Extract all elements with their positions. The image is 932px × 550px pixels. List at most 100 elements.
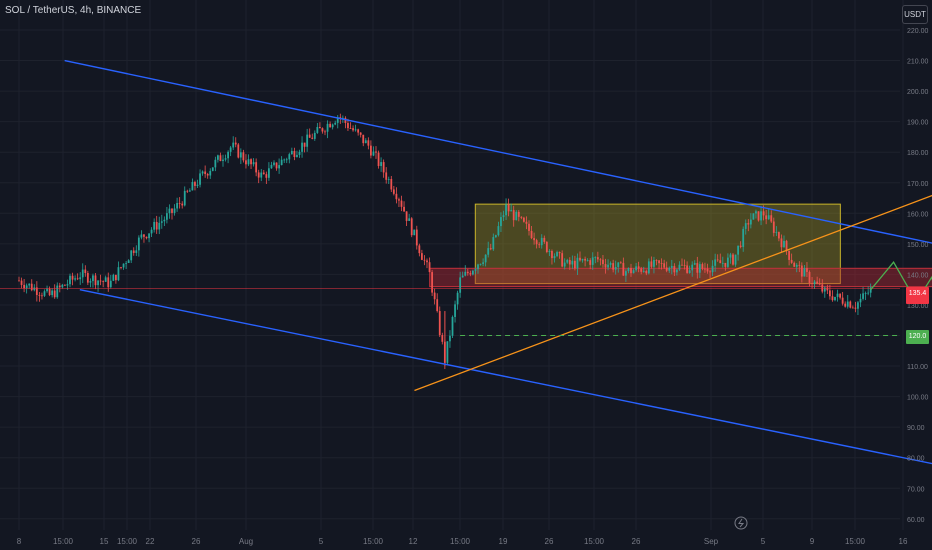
- candle-body: [252, 162, 255, 165]
- candle-body: [58, 285, 61, 288]
- candle-body: [339, 117, 342, 118]
- candle-body: [270, 164, 273, 169]
- candle-body: [222, 159, 224, 162]
- candle-body: [278, 165, 280, 169]
- candle-body: [752, 213, 755, 220]
- candle-body: [137, 237, 140, 251]
- candle-body: [56, 285, 59, 298]
- candle-body: [497, 226, 500, 236]
- candle-body: [28, 283, 31, 286]
- y-tick-label: 60.00: [907, 517, 925, 524]
- lightning-icon-ring: [734, 516, 748, 530]
- candle-body: [433, 292, 436, 300]
- x-tick-label: 5: [761, 537, 766, 546]
- candle-body: [237, 144, 240, 158]
- candle-body: [788, 250, 790, 260]
- candle-body: [464, 271, 467, 276]
- candle-body: [696, 263, 699, 273]
- candle-body: [698, 264, 701, 273]
- candle-body: [362, 134, 365, 144]
- candle-body: [839, 293, 841, 298]
- x-tick-label: 12: [409, 537, 418, 546]
- candle-body: [408, 218, 411, 221]
- candle-body: [864, 293, 867, 294]
- candle-body: [196, 184, 199, 186]
- candle-body: [798, 264, 801, 266]
- candle-body: [331, 124, 334, 128]
- candle-body: [535, 240, 538, 245]
- candle-body: [551, 250, 553, 259]
- candle-body: [446, 341, 449, 363]
- candle-body: [841, 297, 844, 304]
- candle-body: [344, 117, 347, 123]
- candle-body: [173, 208, 176, 213]
- candle-body: [732, 254, 734, 265]
- candle-body: [329, 123, 331, 128]
- candle-body: [772, 221, 775, 233]
- candle-body: [811, 282, 813, 284]
- candle-body: [512, 210, 515, 221]
- x-tick-label: 19: [499, 537, 508, 546]
- candle-body: [533, 238, 535, 241]
- candle-body: [747, 223, 750, 225]
- candle-body: [596, 257, 599, 260]
- x-tick-label: 15:00: [53, 537, 74, 546]
- candle-body: [395, 193, 398, 200]
- candle-body: [166, 213, 168, 220]
- candle-body: [617, 262, 620, 268]
- candle-body: [862, 293, 864, 299]
- candle-body: [515, 211, 518, 221]
- candle-body: [783, 240, 785, 248]
- candle-body: [844, 303, 847, 307]
- candle-body: [188, 190, 191, 192]
- candle-body: [181, 203, 184, 206]
- candle-body: [489, 248, 492, 250]
- candle-body: [607, 264, 609, 268]
- y-tick-label: 190.00: [907, 120, 929, 127]
- candle-body: [35, 287, 38, 295]
- candle-body: [176, 203, 178, 209]
- candle-body: [665, 267, 668, 271]
- candle-body: [660, 263, 663, 264]
- candle-body: [502, 215, 505, 218]
- candle-body: [319, 126, 321, 129]
- candle-body: [372, 151, 375, 156]
- y-tick-label: 150.00: [907, 242, 929, 249]
- candle-body: [561, 253, 564, 267]
- candle-body: [255, 162, 258, 173]
- candle-body: [242, 152, 245, 161]
- candle-body: [525, 221, 528, 224]
- candle-body: [681, 264, 683, 266]
- currency-button[interactable]: USDT: [902, 5, 928, 24]
- candle-body: [729, 254, 732, 258]
- y-tick-label: 140.00: [907, 272, 929, 279]
- candle-body: [150, 229, 153, 234]
- candle-body: [260, 172, 263, 178]
- candle-body: [275, 162, 278, 169]
- candle-body: [155, 221, 158, 230]
- candle-body: [566, 259, 569, 263]
- candle-body: [602, 259, 604, 265]
- candle-body: [382, 162, 385, 173]
- candle-body: [829, 290, 831, 297]
- candle-body: [528, 223, 530, 231]
- candle-body: [800, 265, 803, 277]
- symbol-title[interactable]: SOL / TetherUS, 4h, BINANCE: [5, 5, 142, 16]
- rising-trendline: [414, 194, 932, 392]
- candle-body: [33, 287, 36, 291]
- candle-body: [686, 265, 688, 273]
- candle-body: [451, 316, 454, 336]
- candle-body: [630, 268, 632, 274]
- chart-zones: [429, 203, 932, 288]
- x-tick-label: 15:00: [450, 537, 471, 546]
- candle-body: [790, 259, 793, 263]
- x-tick-label: 15: [100, 537, 109, 546]
- candle-body: [354, 129, 357, 131]
- candle-body: [153, 221, 156, 230]
- candle-body: [436, 299, 439, 312]
- candle-body: [421, 253, 423, 260]
- candle-body: [581, 258, 584, 261]
- candle-body: [145, 236, 148, 239]
- candle-body: [645, 271, 648, 274]
